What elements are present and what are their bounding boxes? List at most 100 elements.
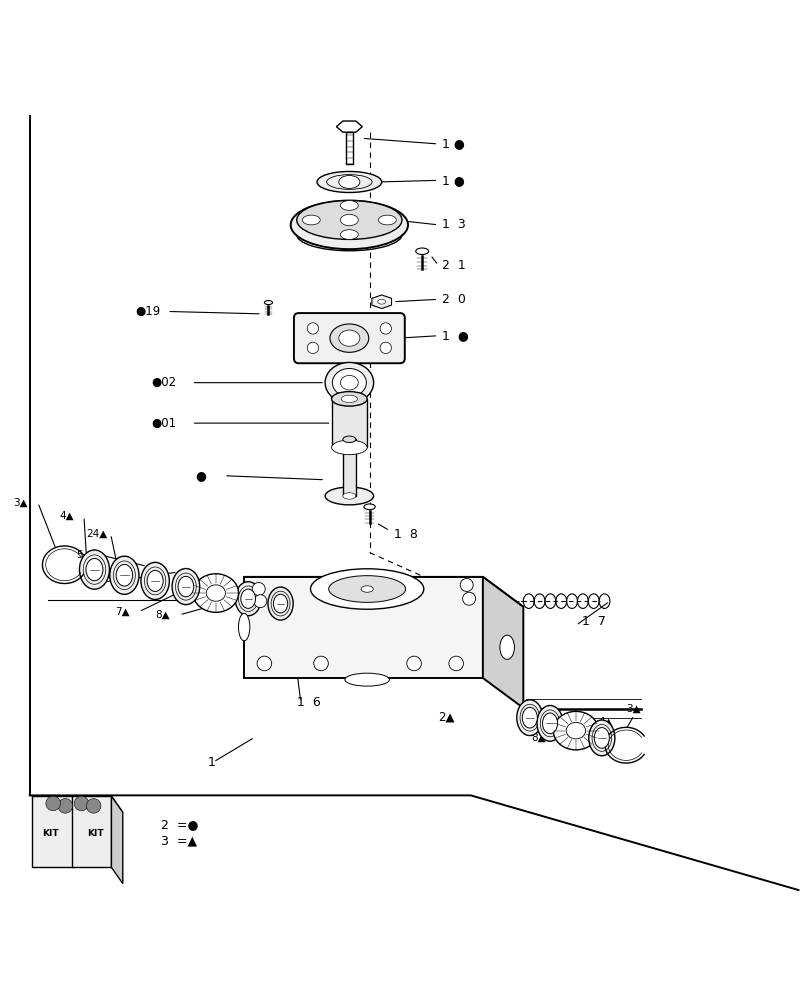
Ellipse shape — [296, 201, 401, 239]
Text: 3  =▲: 3 =▲ — [161, 834, 197, 847]
Text: 7▲: 7▲ — [114, 607, 129, 617]
Ellipse shape — [542, 713, 557, 734]
Text: 2  0: 2 0 — [442, 293, 466, 306]
Ellipse shape — [332, 369, 366, 397]
Circle shape — [58, 799, 72, 813]
Text: 3▲: 3▲ — [625, 704, 640, 714]
Polygon shape — [111, 796, 122, 884]
Text: 1 ●: 1 ● — [442, 137, 465, 150]
Ellipse shape — [241, 589, 255, 608]
Ellipse shape — [340, 230, 358, 239]
Ellipse shape — [338, 176, 359, 188]
Ellipse shape — [341, 395, 357, 402]
Ellipse shape — [340, 214, 358, 226]
Ellipse shape — [114, 561, 135, 590]
Ellipse shape — [141, 562, 169, 599]
Polygon shape — [336, 121, 362, 132]
Circle shape — [257, 656, 272, 671]
Text: 3▲: 3▲ — [14, 497, 28, 507]
Ellipse shape — [588, 720, 614, 756]
Circle shape — [380, 342, 391, 354]
Text: 2  =●: 2 =● — [161, 818, 198, 831]
Ellipse shape — [316, 171, 381, 192]
Ellipse shape — [175, 573, 196, 600]
Ellipse shape — [79, 550, 109, 589]
Text: 1  ●: 1 ● — [442, 329, 469, 342]
Ellipse shape — [235, 582, 261, 616]
Ellipse shape — [415, 248, 428, 254]
Text: 6: 6 — [104, 574, 110, 584]
Polygon shape — [371, 295, 391, 309]
Text: ●02: ●02 — [151, 376, 176, 389]
Text: 4▲: 4▲ — [59, 511, 74, 521]
Text: 2▲: 2▲ — [438, 710, 454, 723]
Text: 8▲: 8▲ — [155, 610, 169, 620]
Ellipse shape — [539, 710, 559, 737]
Text: 8▲: 8▲ — [530, 733, 545, 743]
Ellipse shape — [565, 722, 585, 739]
Ellipse shape — [521, 707, 537, 728]
FancyBboxPatch shape — [331, 399, 367, 447]
Text: 24▲: 24▲ — [86, 529, 108, 539]
Ellipse shape — [331, 440, 367, 455]
Ellipse shape — [109, 556, 139, 594]
Ellipse shape — [310, 569, 423, 609]
Circle shape — [254, 595, 267, 608]
Ellipse shape — [500, 635, 514, 659]
Ellipse shape — [290, 201, 407, 249]
Ellipse shape — [338, 330, 359, 346]
Text: KIT: KIT — [87, 829, 104, 838]
Ellipse shape — [324, 487, 373, 505]
Ellipse shape — [147, 570, 163, 591]
Polygon shape — [483, 577, 523, 708]
Text: ●01: ●01 — [151, 417, 176, 430]
Ellipse shape — [86, 558, 103, 581]
Circle shape — [307, 323, 318, 334]
Text: 5▲: 5▲ — [563, 731, 577, 741]
Ellipse shape — [193, 574, 238, 612]
Ellipse shape — [328, 576, 406, 602]
Ellipse shape — [268, 587, 293, 620]
Ellipse shape — [238, 613, 250, 641]
Ellipse shape — [331, 392, 367, 406]
Ellipse shape — [377, 299, 385, 304]
Bar — [342, 439, 355, 496]
Text: 2  1: 2 1 — [442, 259, 466, 272]
Circle shape — [462, 592, 475, 605]
Ellipse shape — [594, 728, 608, 748]
Ellipse shape — [264, 301, 272, 305]
Ellipse shape — [273, 594, 287, 613]
Ellipse shape — [345, 673, 389, 686]
Ellipse shape — [206, 585, 225, 601]
Ellipse shape — [326, 175, 371, 189]
Text: 1 ●: 1 ● — [442, 174, 465, 187]
Circle shape — [74, 796, 88, 811]
Ellipse shape — [378, 215, 396, 225]
Polygon shape — [32, 796, 111, 867]
Text: 1: 1 — [208, 756, 216, 769]
Ellipse shape — [552, 711, 598, 750]
Circle shape — [86, 799, 101, 813]
Ellipse shape — [361, 586, 373, 592]
Circle shape — [313, 656, 328, 671]
Circle shape — [460, 578, 473, 591]
Ellipse shape — [144, 567, 165, 595]
Ellipse shape — [342, 493, 355, 499]
Text: 5▲: 5▲ — [76, 550, 91, 560]
Ellipse shape — [363, 504, 375, 510]
Polygon shape — [244, 577, 483, 678]
Ellipse shape — [591, 724, 611, 751]
Polygon shape — [244, 577, 523, 607]
Text: 1  3: 1 3 — [442, 218, 466, 231]
Text: 1  7: 1 7 — [581, 615, 606, 628]
Circle shape — [252, 583, 265, 595]
Circle shape — [406, 656, 421, 671]
Ellipse shape — [519, 704, 539, 731]
Ellipse shape — [342, 436, 355, 443]
Ellipse shape — [116, 564, 132, 586]
Circle shape — [380, 323, 391, 334]
Circle shape — [307, 342, 318, 354]
Circle shape — [448, 656, 463, 671]
Text: 4▲: 4▲ — [598, 717, 612, 727]
Ellipse shape — [340, 375, 358, 390]
